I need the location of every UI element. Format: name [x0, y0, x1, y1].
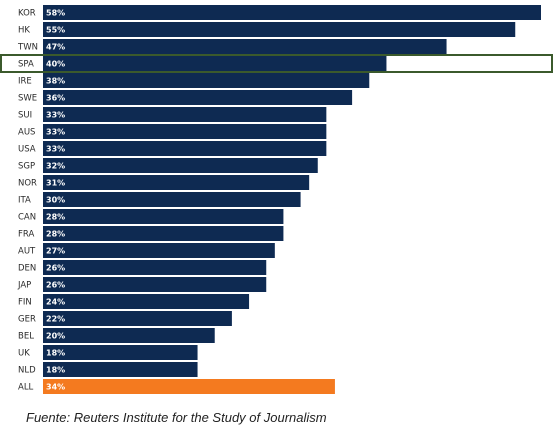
- value-label-all: 34%: [46, 383, 65, 392]
- value-label-fin: 24%: [46, 298, 65, 307]
- value-label-ire: 38%: [46, 77, 65, 86]
- value-label-sgp: 32%: [46, 162, 65, 171]
- bar-twn: [43, 39, 447, 54]
- category-label-ita: ITA: [18, 196, 31, 206]
- bar-jap: [43, 277, 267, 292]
- bar-sgp: [43, 158, 318, 173]
- bar-swe: [43, 90, 353, 105]
- bar-kor: [43, 5, 541, 20]
- bar-bel: [43, 328, 215, 343]
- source-note: Fuente: Reuters Institute for the Study …: [26, 410, 327, 425]
- bar-uk: [43, 345, 198, 360]
- value-label-hk: 55%: [46, 26, 65, 35]
- bar-nld: [43, 362, 198, 377]
- bar-nor: [43, 175, 310, 190]
- bar-usa: [43, 141, 327, 156]
- category-label-swe: SWE: [18, 94, 37, 104]
- value-label-ita: 30%: [46, 196, 65, 205]
- value-label-sui: 33%: [46, 111, 65, 120]
- bar-hk: [43, 22, 516, 37]
- bar-all: [43, 379, 335, 394]
- value-label-can: 28%: [46, 213, 65, 222]
- value-label-bel: 20%: [46, 332, 65, 341]
- category-label-den: DEN: [18, 264, 36, 274]
- value-label-aus: 33%: [46, 128, 65, 137]
- bar-aut: [43, 243, 275, 258]
- category-label-can: CAN: [18, 213, 36, 223]
- bar-fin: [43, 294, 250, 309]
- bar-can: [43, 209, 284, 224]
- category-label-usa: USA: [18, 145, 36, 155]
- category-label-nor: NOR: [18, 179, 37, 189]
- value-label-ger: 22%: [46, 315, 65, 324]
- value-label-jap: 26%: [46, 281, 65, 290]
- bar-aus: [43, 124, 327, 139]
- category-label-sui: SUI: [18, 111, 32, 121]
- value-label-fra: 28%: [46, 230, 65, 239]
- value-label-usa: 33%: [46, 145, 65, 154]
- category-label-ire: IRE: [18, 77, 32, 87]
- value-label-den: 26%: [46, 264, 65, 273]
- category-label-uk: UK: [18, 349, 30, 359]
- category-label-nld: NLD: [18, 366, 36, 376]
- category-label-bel: BEL: [18, 332, 34, 342]
- category-label-spa: SPA: [18, 60, 34, 70]
- bar-ire: [43, 73, 370, 88]
- value-label-aut: 27%: [46, 247, 65, 256]
- category-label-kor: KOR: [18, 9, 36, 19]
- category-label-ger: GER: [18, 315, 36, 325]
- category-label-jap: JAP: [17, 281, 31, 291]
- value-label-twn: 47%: [46, 43, 65, 52]
- bar-ger: [43, 311, 232, 326]
- value-label-swe: 36%: [46, 94, 65, 103]
- category-label-fin: FIN: [18, 298, 32, 308]
- value-label-nld: 18%: [46, 366, 65, 375]
- bar-den: [43, 260, 267, 275]
- value-label-nor: 31%: [46, 179, 65, 188]
- bar-sui: [43, 107, 327, 122]
- category-label-hk: HK: [18, 26, 30, 36]
- value-label-uk: 18%: [46, 349, 65, 358]
- category-label-fra: FRA: [18, 230, 34, 240]
- highlight-box-spa: [0, 54, 553, 73]
- value-label-spa: 40%: [46, 60, 65, 69]
- bar-spa: [43, 56, 387, 71]
- category-label-all: ALL: [18, 383, 34, 393]
- category-label-aus: AUS: [18, 128, 35, 138]
- category-label-aut: AUT: [18, 247, 36, 257]
- bar-ita: [43, 192, 301, 207]
- category-label-sgp: SGP: [18, 162, 35, 172]
- bar-fra: [43, 226, 284, 241]
- category-label-twn: TWN: [17, 43, 38, 53]
- value-label-kor: 58%: [46, 9, 65, 18]
